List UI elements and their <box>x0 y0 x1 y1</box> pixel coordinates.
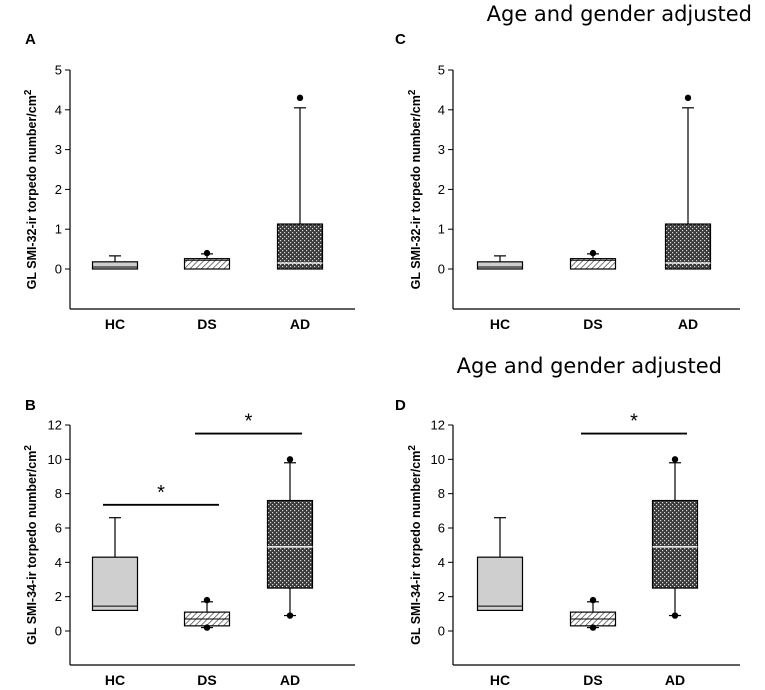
y-tick-label: 4 <box>55 555 62 570</box>
x-tick-label-ds: DS <box>197 316 216 332</box>
box-ds <box>569 596 617 631</box>
y-tick-label: 4 <box>438 555 445 570</box>
panel-letter: B <box>25 397 36 414</box>
x-tick-label-ad: AD <box>665 672 685 688</box>
y-tick-label: 2 <box>55 589 62 604</box>
panel-letter: C <box>395 31 406 48</box>
x-tick-label-hc: HC <box>105 316 125 332</box>
outlier-point <box>684 94 692 102</box>
box-ds <box>183 596 231 631</box>
panel-d: D Age and gender adjusted 0 2 4 6 8 10 12 GL SMI-… <box>395 354 740 688</box>
box-hc <box>91 517 139 612</box>
y-axis-label: GL SMI-32-ir torpedo number/cm2 <box>407 89 423 289</box>
box-hc <box>476 517 524 612</box>
x-tick-label-ad: AD <box>290 316 310 332</box>
panel-c: C Age and gender adjusted 0 1 2 3 4 5 GL SMI-32-… <box>395 2 752 332</box>
box-iqr <box>266 499 314 589</box>
y-tick-label: 3 <box>55 142 62 157</box>
y-axis-label-sup: 2 <box>407 445 418 451</box>
y-tick-label: 3 <box>438 142 445 157</box>
panel-letter: D <box>395 397 406 414</box>
y-tick-label: 4 <box>55 102 62 117</box>
y-axis-label-text: GL SMI-32-ir torpedo number/cm <box>409 95 423 289</box>
box-iqr <box>91 556 139 612</box>
outlier-point <box>589 596 597 604</box>
y-axis-label-sup: 2 <box>23 89 34 95</box>
box-iqr <box>476 261 524 270</box>
y-tick-label: 1 <box>438 222 445 237</box>
box-iqr <box>651 499 699 589</box>
box-iqr <box>91 261 139 270</box>
y-tick-label: 5 <box>438 63 445 78</box>
significance-star: * <box>245 411 253 433</box>
y-axis-label: GL SMI-34-ir torpedo number/cm2 <box>407 445 423 645</box>
outlier-point <box>589 624 597 631</box>
panel-title: Age and gender adjusted <box>457 354 722 378</box>
y-tick-label: 4 <box>438 102 445 117</box>
y-axis-label-sup: 2 <box>23 445 34 451</box>
box-iqr <box>476 556 524 612</box>
y-tick-label: 10 <box>48 452 62 467</box>
y-tick-label: 0 <box>438 624 445 639</box>
y-tick-label: 6 <box>55 521 62 536</box>
y-tick-label: 8 <box>55 486 62 501</box>
box-iqr <box>569 258 617 270</box>
box-hc <box>91 255 139 270</box>
y-tick-label: 10 <box>431 452 445 467</box>
x-tick-label-ad: AD <box>678 316 698 332</box>
y-axis-label: GL SMI-32-ir torpedo number/cm2 <box>23 89 39 289</box>
panel-title: Age and gender adjusted <box>487 2 752 26</box>
y-tick-label: 0 <box>438 262 445 277</box>
panel-b: B 0 2 4 6 8 10 12 GL SMI-34-ir torpedo number/cm… <box>23 397 355 688</box>
x-tick-label-ad: AD <box>280 672 300 688</box>
outlier-point <box>671 456 679 463</box>
y-tick-label: 0 <box>55 262 62 277</box>
outlier-point <box>671 612 679 619</box>
box-ad <box>664 94 712 270</box>
box-hc <box>476 255 524 270</box>
y-axis-label-text: GL SMI-34-ir torpedo number/cm <box>409 451 423 645</box>
box-iqr <box>664 223 712 270</box>
significance-star: * <box>630 411 638 433</box>
significance-star: * <box>157 482 165 504</box>
x-tick-label-ds: DS <box>583 316 602 332</box>
box-ad <box>651 456 699 619</box>
box-ds <box>183 249 231 270</box>
box-ad <box>276 94 324 270</box>
box-iqr <box>183 258 231 270</box>
x-tick-label-ds: DS <box>583 672 602 688</box>
x-tick-label-hc: HC <box>490 316 510 332</box>
outlier-point <box>286 612 294 619</box>
outlier-point <box>296 94 304 102</box>
outlier-point <box>286 456 294 463</box>
y-tick-label: 2 <box>438 182 445 197</box>
x-tick-label-ds: DS <box>197 672 216 688</box>
y-axis-label-text: GL SMI-34-ir torpedo number/cm <box>25 451 39 645</box>
y-tick-label: 5 <box>55 63 62 78</box>
panel-letter: A <box>25 31 36 48</box>
outlier-point <box>203 624 211 631</box>
box-ds <box>569 249 617 270</box>
y-tick-label: 0 <box>55 624 62 639</box>
y-tick-label: 6 <box>438 521 445 536</box>
y-tick-label: 2 <box>438 589 445 604</box>
y-axis-label: GL SMI-34-ir torpedo number/cm2 <box>23 445 39 645</box>
y-axis-label-text: GL SMI-32-ir torpedo number/cm <box>25 95 39 289</box>
y-axis-label-sup: 2 <box>407 89 418 95</box>
x-tick-label-hc: HC <box>105 672 125 688</box>
box-ad <box>266 456 314 619</box>
outlier-point <box>589 249 597 257</box>
y-tick-label: 12 <box>431 418 445 433</box>
y-tick-label: 8 <box>438 486 445 501</box>
y-tick-label: 2 <box>55 182 62 197</box>
y-tick-label: 12 <box>48 418 62 433</box>
box-iqr <box>276 223 324 270</box>
y-tick-label: 1 <box>55 222 62 237</box>
outlier-point <box>203 596 211 604</box>
outlier-point <box>203 249 211 257</box>
x-tick-label-hc: HC <box>490 672 510 688</box>
